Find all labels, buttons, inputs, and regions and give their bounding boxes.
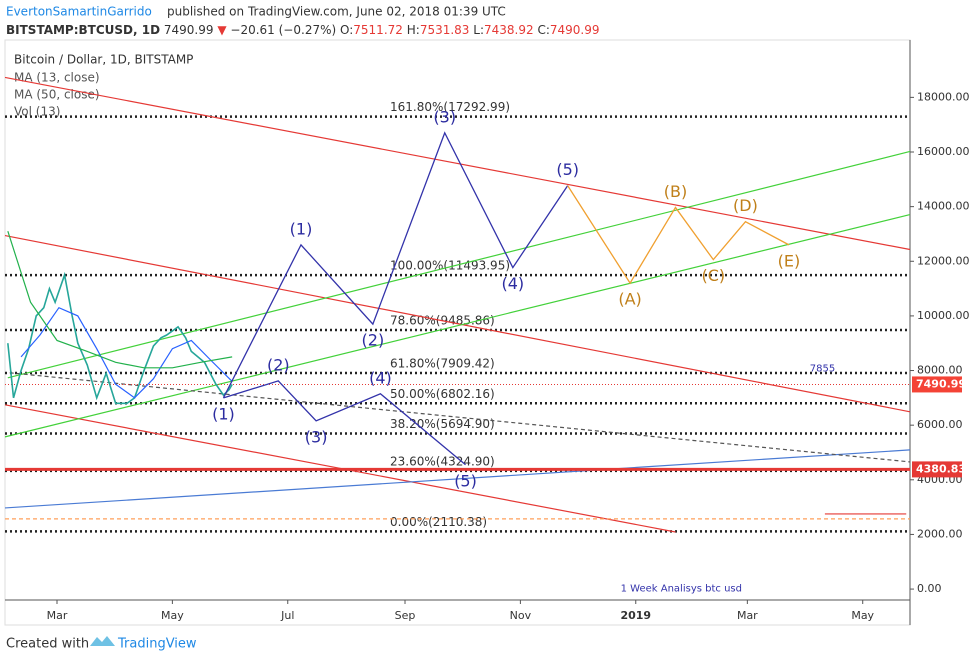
y-tick-label: 6000.00 (917, 418, 963, 431)
ohlc-value: 7438.92 (484, 23, 534, 37)
legend-item: Bitcoin / Dollar, 1D, BITSTAMP (14, 53, 193, 67)
fib-label: 38.20%(5694.90) (390, 417, 495, 431)
x-tick-label: Jul (280, 609, 294, 622)
legend-item: MA (13, close) (14, 71, 100, 85)
ohlc-key: L: (473, 23, 484, 37)
trendline (4, 213, 911, 438)
ohlc-value: 7490.99 (550, 23, 600, 37)
trendline (4, 76, 911, 251)
x-tick-label: Mar (737, 609, 758, 622)
wave-path (223, 380, 466, 466)
wave-label: (3) (305, 427, 328, 446)
symbol-line: BITSTAMP:BTCUSD, 1D 7490.99 ▼ −20.61 (−0… (6, 23, 600, 37)
x-tick-label: Mar (47, 609, 68, 622)
x-tick-label: Sep (395, 609, 416, 622)
ma-line (7, 231, 233, 369)
fib-label: 0.00%(2110.38) (390, 515, 487, 529)
wave-label: (3) (433, 107, 456, 126)
y-tick-label: 0.00 (917, 582, 942, 595)
created-with: Created with (6, 637, 89, 652)
legend-item: MA (50, close) (14, 88, 100, 102)
published: published on TradingView.com, June 02, 2… (167, 5, 506, 19)
price-tag (912, 376, 962, 393)
price-line (7, 271, 233, 405)
last-price: 7490.99 (164, 23, 214, 37)
x-tick-label: 2019 (620, 609, 651, 622)
symbol: BITSTAMP:BTCUSD, 1D (6, 23, 160, 37)
trendline (4, 449, 911, 509)
fib-label: 161.80%(17292.99) (390, 100, 510, 114)
ma-line (20, 306, 233, 399)
wave-label: (B) (664, 182, 687, 201)
y-tick-label: 16000.00 (917, 145, 970, 158)
x-tick-label: May (851, 609, 874, 622)
price-tag-label: 7490.99 (916, 377, 966, 390)
wave-label: (4) (369, 368, 392, 387)
author[interactable]: EvertonSamartinGarrido (6, 5, 152, 19)
y-tick-label: 8000.00 (917, 364, 963, 377)
tv-logo (90, 636, 115, 646)
wave-label: (D) (733, 196, 758, 215)
y-tick-label: 2000.00 (917, 527, 963, 540)
change: −20.61 (−0.27%) (230, 23, 336, 37)
trendline (4, 235, 911, 413)
wave-label: (A) (618, 290, 641, 309)
wave-label: (1) (290, 219, 313, 238)
wave-label: (C) (701, 266, 725, 285)
annotation: 7855 (810, 363, 835, 374)
wave-label: (2) (267, 355, 290, 374)
y-tick-label: 18000.00 (917, 90, 970, 103)
wave-label: (2) (362, 331, 385, 350)
arrow: ▼ (217, 23, 227, 37)
annotation: 1 Week Analisys btc usd (621, 584, 742, 595)
trendline (9, 372, 911, 463)
x-tick-label: Nov (510, 609, 532, 622)
wave-label: (E) (778, 251, 801, 270)
wave-label: (5) (556, 160, 579, 179)
fib-label: 61.80%(7909.42) (390, 357, 495, 371)
wave-path (567, 185, 790, 285)
wave-label: (5) (454, 471, 477, 490)
price-tag (912, 461, 962, 478)
fib-label: 100.00%(11493.95) (390, 259, 510, 273)
fib-label: 50.00%(6802.16) (390, 387, 495, 401)
ohlc-key: C: (537, 23, 549, 37)
ohlc-key: H: (407, 23, 420, 37)
brand[interactable]: TradingView (117, 637, 197, 652)
y-tick-label: 14000.00 (917, 200, 970, 213)
legend-item: Vol (13) (14, 105, 60, 119)
fib-label: 23.60%(4324.90) (390, 454, 495, 468)
y-tick-label: 10000.00 (917, 309, 970, 322)
wave-path (222, 131, 569, 399)
ohlc-value: 7511.72 (353, 23, 403, 37)
ohlc-key: O: (340, 23, 353, 37)
symbol-text: BITSTAMP:BTCUSD, 1D 7490.99 ▼ −20.61 (−0… (6, 23, 600, 37)
x-tick-label: May (161, 609, 184, 622)
ohlc-value: 7531.83 (420, 23, 470, 37)
y-tick-label: 12000.00 (917, 254, 970, 267)
wave-label: (4) (501, 274, 524, 293)
wave-label: (1) (212, 404, 235, 423)
price-tag-label: 4380.83 (916, 462, 966, 475)
